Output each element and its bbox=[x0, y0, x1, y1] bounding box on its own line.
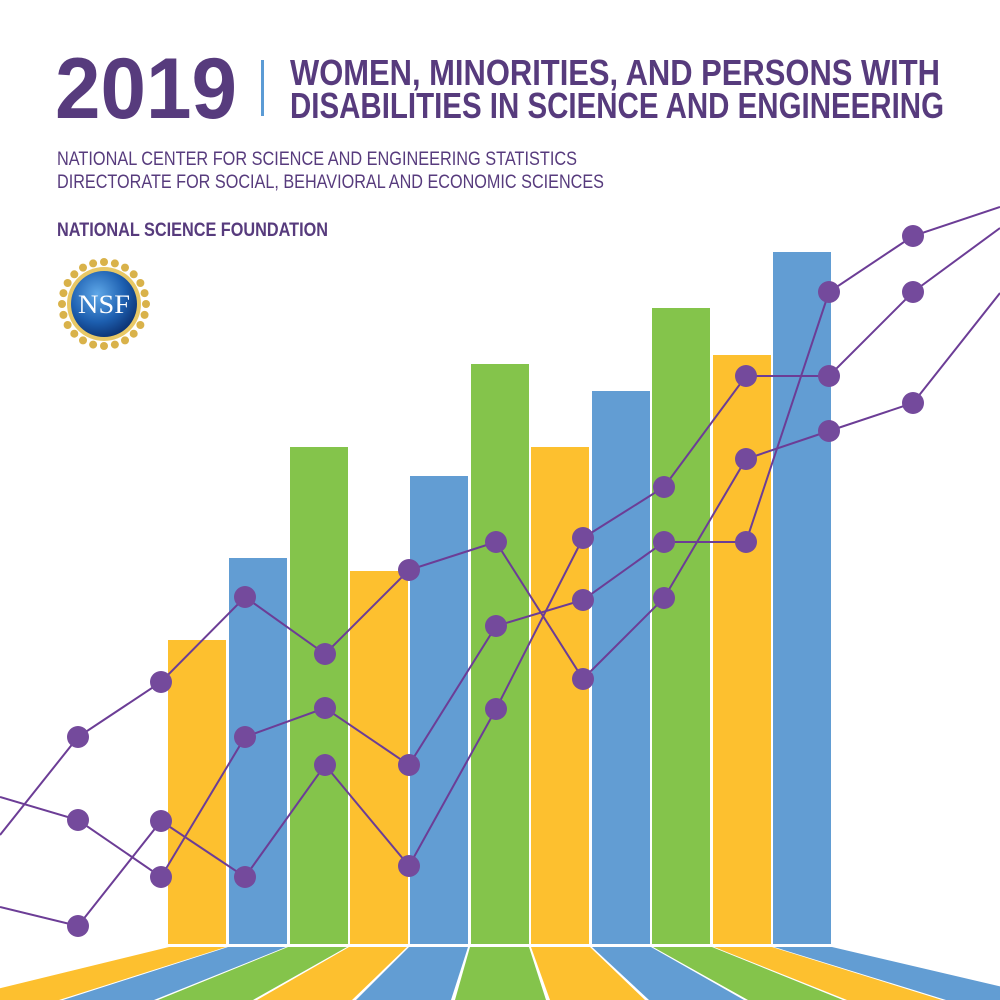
trend-point bbox=[150, 866, 172, 888]
trend-point bbox=[572, 589, 594, 611]
ray-star bbox=[89, 340, 98, 349]
trend-point bbox=[572, 668, 594, 690]
logo-text: NSF bbox=[78, 290, 130, 319]
ray-star bbox=[110, 259, 119, 268]
bar bbox=[471, 364, 529, 944]
ray-star bbox=[136, 279, 145, 287]
ray-star bbox=[100, 258, 108, 266]
ray-star bbox=[140, 310, 149, 319]
floor-stripe bbox=[455, 947, 546, 1000]
trend-point bbox=[398, 559, 420, 581]
floor-stripe bbox=[158, 947, 347, 1000]
trend-point bbox=[150, 810, 172, 832]
trend-point bbox=[818, 420, 840, 442]
trend-point bbox=[485, 615, 507, 637]
trend-point bbox=[234, 866, 256, 888]
trend-point bbox=[67, 915, 89, 937]
ray-star bbox=[142, 300, 150, 308]
trend-point bbox=[67, 809, 89, 831]
trend-point bbox=[653, 531, 675, 553]
bar bbox=[592, 391, 650, 944]
trend-point bbox=[653, 587, 675, 609]
ray-star bbox=[136, 321, 145, 329]
trend-point bbox=[485, 531, 507, 553]
trend-point bbox=[818, 281, 840, 303]
report-title-line-1: WOMEN, MINORITIES, AND PERSONS WITH bbox=[290, 52, 940, 93]
bar bbox=[652, 308, 710, 944]
floor-stripe bbox=[592, 947, 744, 1000]
bar bbox=[168, 640, 226, 944]
title-divider bbox=[261, 60, 264, 116]
bar-group bbox=[168, 252, 831, 944]
ray-star bbox=[59, 289, 68, 298]
ray-star bbox=[70, 270, 79, 279]
floor-stripe bbox=[257, 947, 407, 1000]
trend-point bbox=[653, 476, 675, 498]
floor-stripe bbox=[714, 947, 942, 1000]
trend-point bbox=[902, 281, 924, 303]
organization-name: NATIONAL SCIENCE FOUNDATION bbox=[57, 220, 328, 241]
ray-star bbox=[63, 279, 72, 287]
ray-star bbox=[89, 259, 98, 268]
trend-point bbox=[735, 365, 757, 387]
trend-point bbox=[314, 697, 336, 719]
ray-star bbox=[129, 329, 138, 338]
floor-stripe bbox=[0, 947, 226, 1000]
trend-point bbox=[398, 754, 420, 776]
trend-point bbox=[572, 527, 594, 549]
trend-point bbox=[314, 754, 336, 776]
report-title-line-2: DISABILITIES IN SCIENCE AND ENGINEERING bbox=[290, 85, 944, 126]
ray-star bbox=[129, 270, 138, 279]
trend-point bbox=[735, 531, 757, 553]
trend-point bbox=[818, 365, 840, 387]
trend-point bbox=[150, 671, 172, 693]
bar bbox=[773, 252, 831, 944]
logo-globe-icon bbox=[71, 271, 137, 337]
ray-star bbox=[121, 263, 129, 272]
ray-star bbox=[70, 329, 79, 338]
ray-star bbox=[79, 263, 87, 272]
ray-star bbox=[100, 342, 108, 350]
ray-star bbox=[121, 336, 129, 345]
trend-point bbox=[314, 643, 336, 665]
subtitle-line-2: DIRECTORATE FOR SOCIAL, BEHAVIORAL AND E… bbox=[57, 172, 604, 193]
trend-point bbox=[485, 698, 507, 720]
trend-point bbox=[735, 448, 757, 470]
report-year: 2019 bbox=[55, 41, 237, 137]
trend-point bbox=[234, 726, 256, 748]
bar bbox=[713, 355, 771, 944]
ray-star bbox=[140, 289, 149, 298]
bar bbox=[531, 447, 589, 944]
trend-point bbox=[398, 855, 420, 877]
trend-point bbox=[902, 225, 924, 247]
floor-stripe bbox=[531, 947, 645, 1000]
floor-stripe bbox=[653, 947, 843, 1000]
ray-star bbox=[58, 300, 66, 308]
floor-stripe bbox=[356, 947, 468, 1000]
subtitle-line-1: NATIONAL CENTER FOR SCIENCE AND ENGINEER… bbox=[57, 149, 577, 170]
bar bbox=[290, 447, 348, 944]
ray-star bbox=[59, 310, 68, 319]
ray-star bbox=[79, 336, 87, 345]
ray-star bbox=[63, 321, 72, 329]
ray-star bbox=[110, 340, 119, 349]
perspective-floor bbox=[0, 947, 1000, 1000]
trend-point bbox=[234, 586, 256, 608]
floor-stripe bbox=[774, 947, 1000, 1000]
floor-stripe bbox=[63, 947, 286, 1000]
bar bbox=[410, 476, 468, 944]
nsf-logo: NSF bbox=[58, 258, 150, 350]
trend-point bbox=[902, 392, 924, 414]
trend-lines bbox=[0, 206, 1000, 937]
trend-point bbox=[67, 726, 89, 748]
